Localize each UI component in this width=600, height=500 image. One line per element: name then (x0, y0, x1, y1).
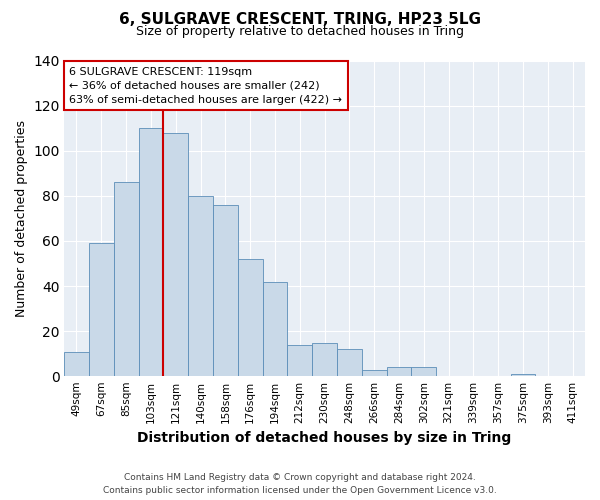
Bar (312, 342, 337, 376)
Bar (412, 368, 436, 376)
Text: Size of property relative to detached houses in Tring: Size of property relative to detached ho… (136, 25, 464, 38)
Text: 6 SULGRAVE CRESCENT: 119sqm
← 36% of detached houses are smaller (242)
63% of se: 6 SULGRAVE CRESCENT: 119sqm ← 36% of det… (70, 67, 343, 105)
Bar (89, 244, 114, 376)
Text: 6, SULGRAVE CRESCENT, TRING, HP23 5LG: 6, SULGRAVE CRESCENT, TRING, HP23 5LG (119, 12, 481, 28)
Bar (163, 132, 188, 376)
Bar (114, 182, 139, 376)
Bar (287, 345, 312, 376)
Bar (386, 368, 412, 376)
Bar (337, 350, 362, 376)
Bar (64, 352, 89, 376)
Bar (263, 282, 287, 376)
Bar (238, 259, 263, 376)
Y-axis label: Number of detached properties: Number of detached properties (15, 120, 28, 317)
Bar (511, 374, 535, 376)
Bar (139, 128, 163, 376)
Bar (213, 205, 238, 376)
X-axis label: Distribution of detached houses by size in Tring: Distribution of detached houses by size … (137, 431, 512, 445)
Bar (188, 196, 213, 376)
Text: Contains HM Land Registry data © Crown copyright and database right 2024.
Contai: Contains HM Land Registry data © Crown c… (103, 474, 497, 495)
Bar (362, 370, 386, 376)
